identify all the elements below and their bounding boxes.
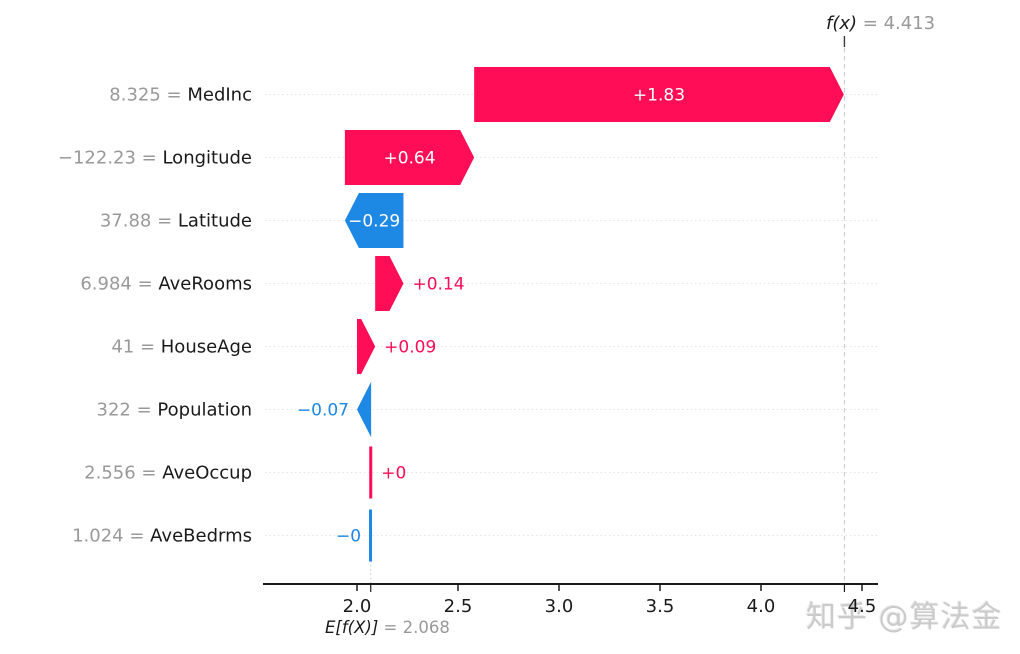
x-tick-label: 3.5: [646, 596, 675, 617]
feature-label: 8.325 = MedInc: [109, 85, 252, 106]
feature-label: 2.556 = AveOccup: [84, 463, 252, 484]
bar-value-label: +0.14: [412, 275, 464, 295]
fx-annotation: f(x) = 4.413: [826, 13, 935, 34]
label-segment: 6.984 =: [80, 274, 158, 295]
feature-label: 1.024 = AveBedrms: [72, 526, 252, 547]
x-tick-label: 4.0: [747, 596, 776, 617]
feature-label: −122.23 = Longitude: [58, 148, 252, 169]
bar-value-label: −0.07: [297, 401, 349, 421]
label-segment: 322 =: [97, 400, 158, 421]
feature-label: 322 = Population: [97, 400, 252, 421]
label-segment: Longitude: [162, 148, 252, 169]
bar-value-label: −0: [336, 527, 361, 547]
label-segment: AveOccup: [162, 463, 252, 484]
label-segment: = 2.068: [378, 618, 450, 637]
feature-label: 41 = HouseAge: [111, 337, 252, 358]
label-segment: HouseAge: [161, 337, 252, 358]
label-segment: 2.556 =: [84, 463, 162, 484]
label-segment: AveBedrms: [150, 526, 252, 547]
label-segment: f(x): [826, 13, 857, 34]
label-segment: Latitude: [178, 211, 252, 232]
label-segment: 8.325 =: [109, 85, 187, 106]
bar-value-label: −0.29: [348, 212, 400, 232]
bar-value-label: +0.64: [383, 149, 435, 169]
feature-label: 37.88 = Latitude: [100, 211, 252, 232]
x-tick-label: 4.5: [848, 596, 877, 617]
waterfall-bar-AveBedrms: [369, 509, 373, 562]
bar-value-label: +0.09: [384, 338, 436, 358]
label-segment: E[f(X)]: [325, 618, 378, 637]
waterfall-bar-MedInc: [474, 67, 844, 122]
base-annotation: E[f(X)] = 2.068: [325, 618, 450, 637]
watermark: 知乎 @算法金: [806, 600, 1003, 635]
label-segment: = 4.413: [857, 13, 935, 34]
bar-value-label: +0: [381, 464, 406, 484]
label-segment: 41 =: [111, 337, 160, 358]
feature-label: 6.984 = AveRooms: [80, 274, 252, 295]
label-segment: 37.88 =: [100, 211, 178, 232]
bar-value-label: +1.83: [633, 86, 685, 106]
x-tick-label: 2.5: [444, 596, 473, 617]
label-segment: 1.024 =: [72, 526, 150, 547]
x-tick-label: 2.0: [343, 596, 372, 617]
waterfall-bar-Latitude: [344, 193, 404, 248]
label-segment: AveRooms: [158, 274, 252, 295]
label-segment: Population: [157, 400, 252, 421]
waterfall-bar-AveRooms: [375, 256, 404, 311]
waterfall-bar-HouseAge: [357, 319, 376, 374]
x-tick-label: 3.0: [545, 596, 574, 617]
label-segment: MedInc: [187, 85, 252, 106]
waterfall-bar-Population: [357, 382, 372, 437]
label-segment: −122.23 =: [58, 148, 163, 169]
waterfall-bar-AveOccup: [369, 446, 373, 499]
waterfall-bar-Longitude: [344, 130, 475, 185]
